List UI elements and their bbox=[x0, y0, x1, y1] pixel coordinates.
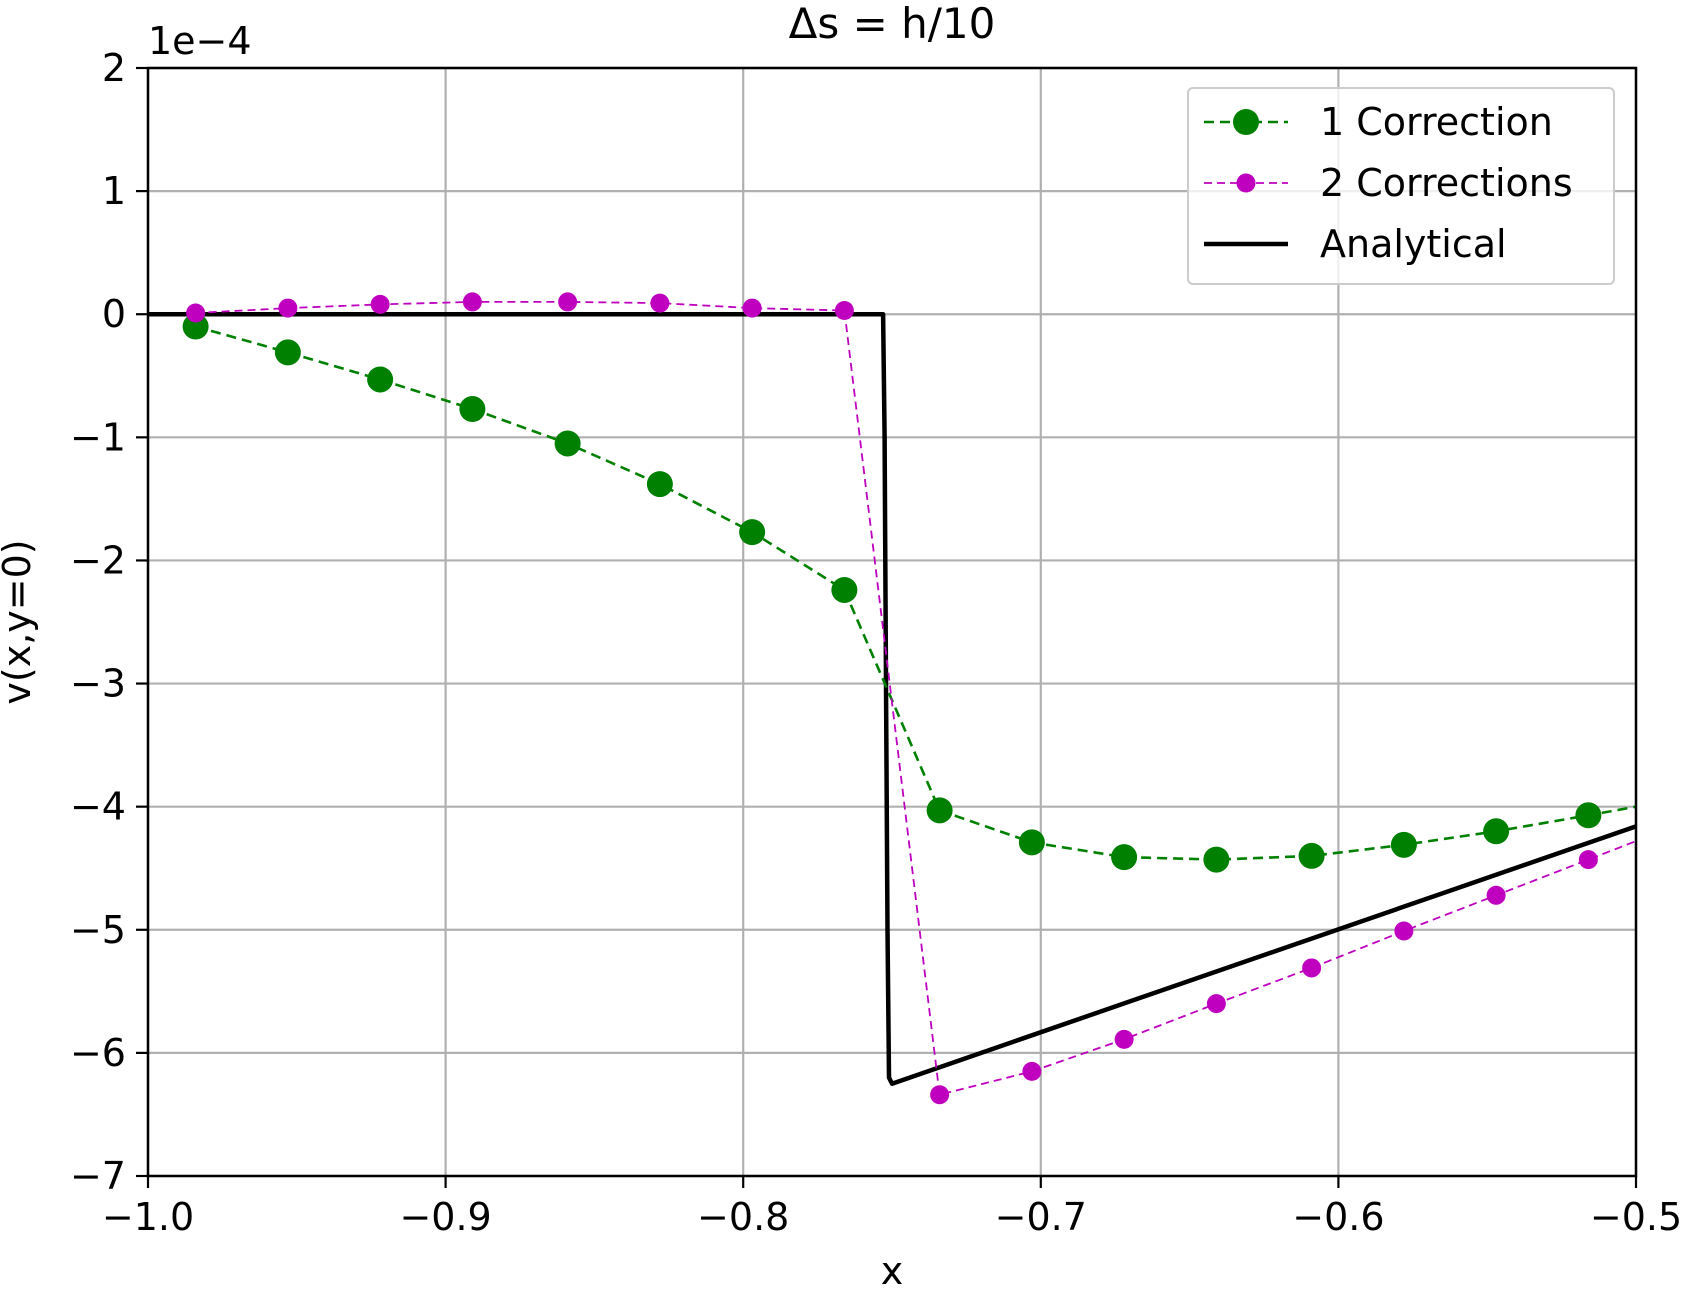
y-tick-label: −7 bbox=[70, 1154, 126, 1198]
data-point-1-correction bbox=[182, 313, 209, 340]
data-point-1-correction bbox=[1298, 842, 1325, 869]
data-point-1-correction bbox=[926, 797, 953, 824]
data-point-1-correction bbox=[1018, 829, 1045, 856]
data-point-1-correction bbox=[1483, 818, 1510, 845]
y-tick-label: 1 bbox=[102, 169, 126, 213]
data-point-2-corrections bbox=[558, 292, 578, 312]
x-axis-label: x bbox=[881, 1249, 904, 1293]
data-point-2-corrections bbox=[1394, 921, 1414, 941]
data-point-1-correction bbox=[1203, 846, 1230, 873]
series-line-analytical bbox=[148, 311, 1636, 1086]
legend-label-1-correction: 1 Correction bbox=[1320, 100, 1553, 144]
data-point-1-correction bbox=[646, 471, 673, 498]
plot-frame bbox=[146, 66, 1638, 1178]
data-point-2-corrections bbox=[1302, 958, 1322, 978]
data-point-2-corrections bbox=[1206, 994, 1226, 1014]
data-point-1-correction bbox=[367, 366, 394, 393]
data-point-1-correction bbox=[831, 576, 858, 603]
data-point-1-correction bbox=[554, 430, 581, 457]
y-tick-label: 2 bbox=[102, 46, 126, 90]
y-axis-label: v(x,y=0) bbox=[0, 539, 39, 704]
data-point-2-corrections bbox=[278, 298, 298, 318]
data-point-2-corrections bbox=[186, 303, 206, 323]
data-point-1-correction bbox=[274, 339, 301, 366]
data-point-2-corrections bbox=[1578, 850, 1598, 870]
series-line-1-correction bbox=[195, 325, 1636, 861]
y-tick-label: −3 bbox=[70, 662, 126, 706]
data-point-2-corrections bbox=[1022, 1061, 1042, 1081]
legend-box bbox=[1187, 87, 1615, 285]
y-tick-label: −4 bbox=[70, 785, 126, 829]
data-point-1-correction bbox=[459, 396, 486, 423]
data-point-2-corrections bbox=[650, 293, 670, 313]
data-point-2-corrections bbox=[1114, 1029, 1134, 1049]
legend-marker-1-correction bbox=[1233, 109, 1259, 135]
y-axis-scale-label: 1e−4 bbox=[148, 19, 252, 63]
y-tick-label: −2 bbox=[70, 538, 126, 582]
legend-label-2-corrections: 2 Corrections bbox=[1320, 161, 1573, 205]
legend-label-analytical: Analytical bbox=[1320, 222, 1507, 266]
y-tick-label: −6 bbox=[70, 1031, 126, 1075]
axis-ticks: −1.0 −0.9 −0.8 −0.7 −0.6 −0.5 2 1 0 −1 −2 −3 −4 −5 −6 −… bbox=[70, 46, 1682, 1239]
y-tick-label: −1 bbox=[70, 415, 126, 459]
data-point-1-correction bbox=[739, 519, 766, 546]
x-tick-label: −0.5 bbox=[1590, 1195, 1682, 1239]
data-point-2-corrections bbox=[370, 294, 390, 314]
data-point-1-correction bbox=[1111, 844, 1138, 871]
data-point-1-correction bbox=[1390, 831, 1417, 858]
x-tick-label: −1.0 bbox=[102, 1195, 194, 1239]
x-tick-label: −0.6 bbox=[1292, 1195, 1384, 1239]
data-point-2-corrections bbox=[462, 292, 482, 312]
data-point-2-corrections bbox=[1486, 885, 1506, 905]
data-point-1-correction bbox=[1575, 802, 1602, 829]
y-tick-label: 0 bbox=[102, 292, 126, 336]
legend: 1 Correction 2 Corrections Analytical bbox=[1187, 87, 1615, 285]
chart-title: Δs = h/10 bbox=[789, 0, 996, 48]
y-tick-label: −5 bbox=[70, 908, 126, 952]
legend-entries: 1 Correction 2 Corrections Analytical bbox=[1204, 100, 1573, 266]
legend-marker-2-corrections bbox=[1236, 173, 1256, 193]
data-point-2-corrections bbox=[834, 301, 854, 321]
x-tick-label: −0.8 bbox=[697, 1195, 789, 1239]
plot-series bbox=[148, 292, 1636, 1105]
data-point-2-corrections bbox=[742, 298, 762, 318]
series-line-2-corrections bbox=[195, 300, 1636, 1096]
data-point-2-corrections bbox=[930, 1085, 950, 1105]
x-tick-label: −0.7 bbox=[995, 1195, 1087, 1239]
x-tick-label: −0.9 bbox=[399, 1195, 491, 1239]
